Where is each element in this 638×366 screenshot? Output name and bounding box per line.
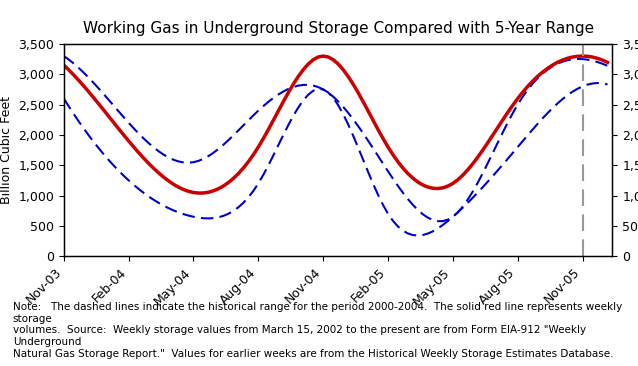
Text: Note:   The dashed lines indicate the historical range for the period 2000-2004.: Note: The dashed lines indicate the hist… — [13, 302, 622, 359]
Title: Working Gas in Underground Storage Compared with 5-Year Range: Working Gas in Underground Storage Compa… — [82, 21, 594, 36]
Y-axis label: Billion Cubic Feet: Billion Cubic Feet — [0, 96, 13, 204]
